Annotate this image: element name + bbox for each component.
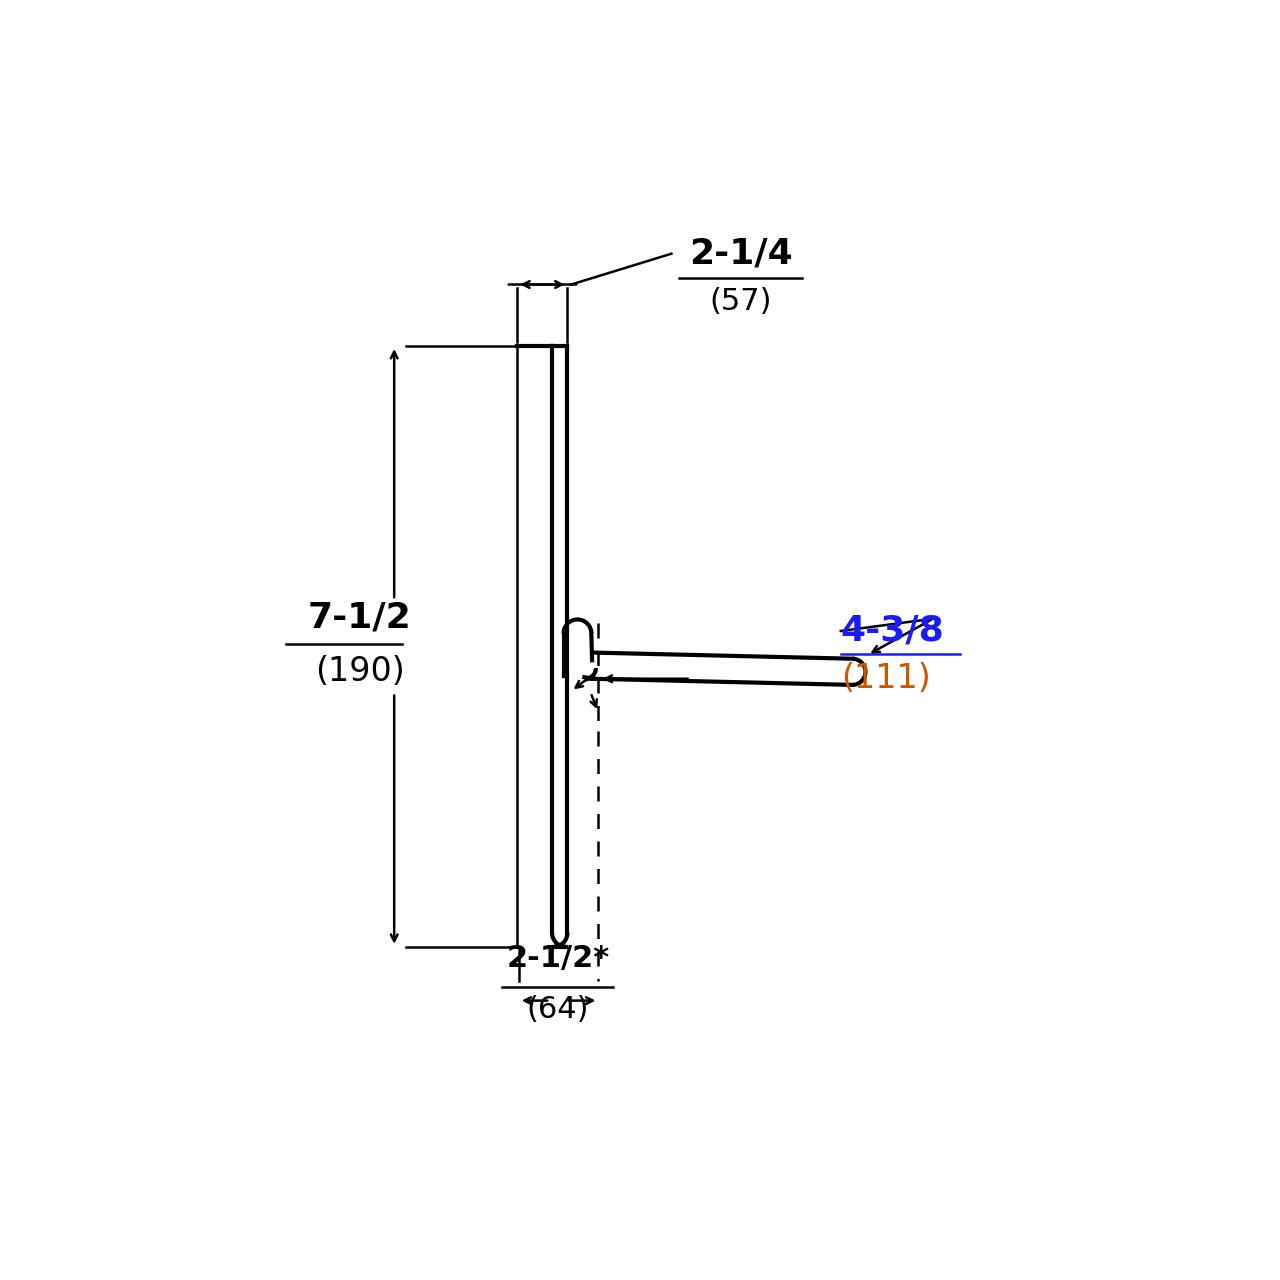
Text: 7-1/2: 7-1/2 — [307, 600, 411, 634]
Text: 2-1/2*: 2-1/2* — [506, 943, 609, 973]
Text: (190): (190) — [315, 654, 404, 687]
Text: (57): (57) — [709, 287, 772, 316]
Text: (64): (64) — [526, 996, 589, 1024]
Text: 2-1/4: 2-1/4 — [689, 237, 792, 270]
Text: 4-3/8: 4-3/8 — [841, 614, 945, 648]
Text: (111): (111) — [841, 662, 931, 695]
